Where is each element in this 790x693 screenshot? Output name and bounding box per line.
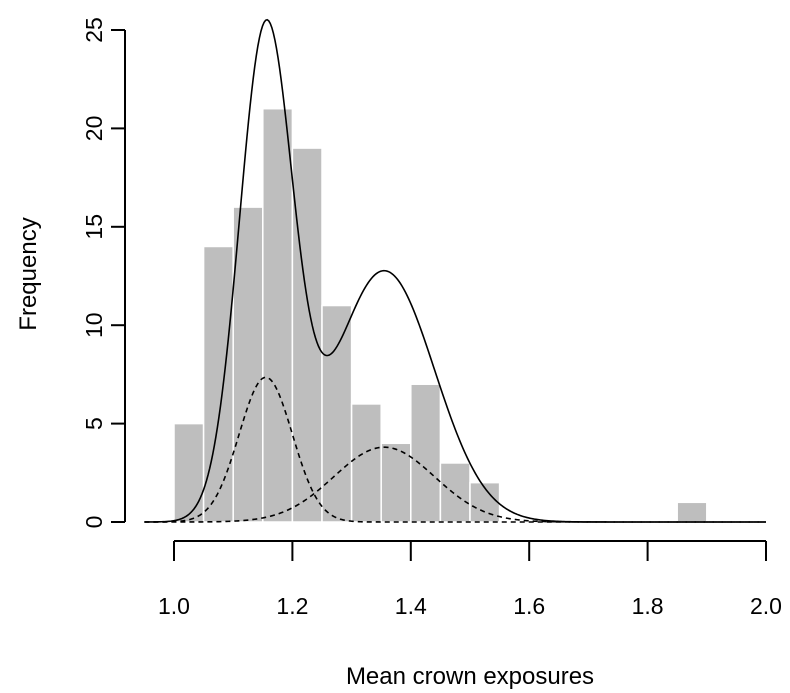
y-tick-label: 15 — [81, 214, 107, 240]
x-tick-label: 1.4 — [395, 593, 427, 619]
y-tick-label: 5 — [81, 417, 107, 430]
x-axis: 1.0 1.2 1.4 1.6 1.8 2.0 — [158, 540, 782, 619]
y-tick-label: 0 — [81, 516, 107, 529]
histogram-bar-2 — [232, 206, 264, 523]
x-axis-title: Mean crown exposures — [346, 663, 594, 690]
histogram-bar-7 — [380, 442, 412, 523]
x-tick-label: 1.6 — [513, 593, 545, 619]
total-density-curve — [144, 18, 766, 523]
y-tick-label: 10 — [81, 312, 107, 338]
histogram-bar-9 — [439, 462, 471, 523]
histogram-bar-4 — [291, 147, 323, 523]
density-curves — [144, 18, 766, 523]
histogram-bars — [173, 107, 708, 523]
y-axis: 0 5 10 15 20 25 — [81, 17, 126, 529]
x-tick-label: 1.2 — [276, 593, 308, 619]
histogram-bar-11 — [676, 501, 708, 523]
histogram-bar-5 — [321, 304, 353, 523]
x-tick-label: 1.0 — [158, 593, 190, 619]
y-tick-label: 20 — [81, 116, 107, 142]
histogram-bar-6 — [350, 403, 382, 523]
y-tick-label: 25 — [81, 17, 107, 43]
y-axis-title: Frequency — [15, 217, 42, 330]
histogram-bar-1 — [202, 245, 234, 523]
histogram-bar-0 — [173, 422, 205, 523]
histogram-bar-3 — [262, 107, 294, 523]
x-tick-label: 1.8 — [632, 593, 664, 619]
histogram-bar-8 — [410, 383, 442, 523]
x-tick-label: 2.0 — [750, 593, 782, 619]
